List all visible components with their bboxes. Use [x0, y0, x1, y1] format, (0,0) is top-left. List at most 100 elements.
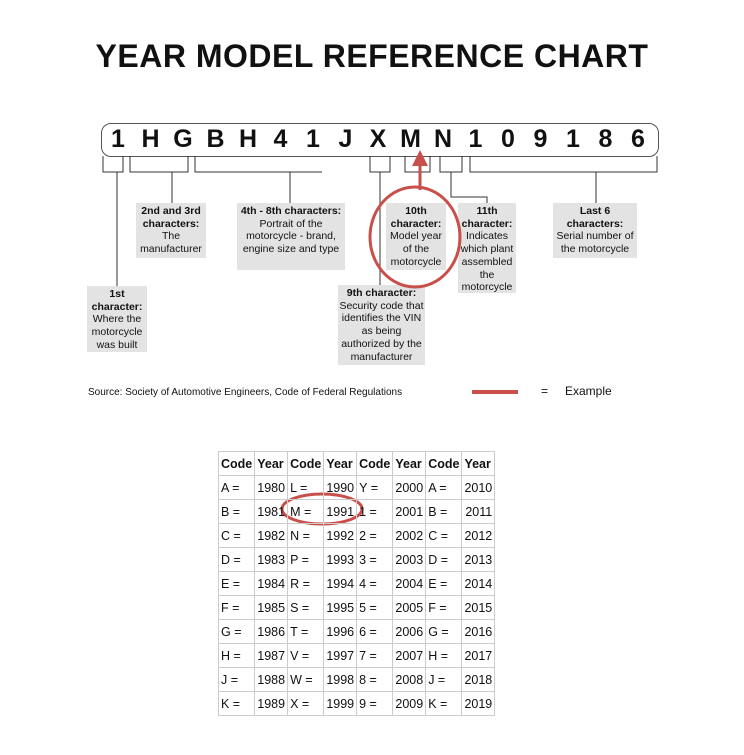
vin-char: B: [206, 125, 225, 153]
year-cell: 2007: [392, 643, 427, 668]
vin-char: 1: [566, 125, 580, 153]
code-cell: C =: [217, 523, 256, 548]
table-row: K = 1989 X = 1999 9 = 2009 K = 2019: [217, 691, 496, 716]
vin-char: 9: [533, 125, 548, 153]
vin-char: 8: [598, 125, 613, 153]
legend-example-label: Example: [565, 384, 612, 398]
column-header: Code: [287, 451, 325, 476]
year-cell: 1988: [254, 667, 289, 692]
table-row: C = 1982 N = 1992 2 = 2002 C = 2012: [217, 523, 496, 548]
table-row: E = 1984 R = 1994 4 = 2004 E = 2014: [217, 571, 496, 596]
year-cell: 2008: [392, 667, 427, 692]
code-cell: L =: [287, 475, 325, 500]
year-cell: 1995: [323, 595, 358, 620]
code-cell: F =: [425, 595, 463, 620]
column-header: Code: [217, 451, 256, 476]
year-cell: 1987: [254, 643, 289, 668]
year-cell: 2017: [461, 643, 496, 668]
vin-char: H: [141, 125, 160, 153]
year-cell: 1998: [323, 667, 358, 692]
year-cell: 1989: [254, 691, 289, 716]
code-cell: 4 =: [356, 571, 394, 596]
code-cell: D =: [425, 547, 463, 572]
year-cell: 2010: [461, 475, 496, 500]
code-cell: E =: [425, 571, 463, 596]
year-cell: 1986: [254, 619, 289, 644]
code-cell: 1 =: [356, 499, 394, 524]
code-cell: C =: [425, 523, 463, 548]
year-cell: 2004: [392, 571, 427, 596]
bracket-4th-8th: [194, 156, 322, 203]
code-cell: P =: [287, 547, 325, 572]
year-cell: 2016: [461, 619, 496, 644]
code-cell: F =: [217, 595, 256, 620]
code-cell: A =: [217, 475, 256, 500]
code-cell: W =: [287, 667, 325, 692]
vin-char: H: [238, 125, 258, 153]
year-cell: 2003: [392, 547, 427, 572]
label-11th: 11th character: Indicates which plant ass…: [458, 203, 516, 293]
year-cell: 2006: [392, 619, 427, 644]
table-row: H = 1987 V = 1997 7 = 2007 H = 2017: [217, 643, 496, 668]
code-cell: E =: [217, 571, 256, 596]
bracket-1st: [102, 156, 124, 286]
year-cell: 2001: [392, 499, 427, 524]
vin-char: 1: [468, 125, 483, 153]
code-cell: Y =: [356, 475, 394, 500]
year-code-table: Code Year Code Year Code Year Code Year A = 1980…: [217, 451, 496, 716]
code-cell: 5 =: [356, 595, 394, 620]
bracket-last-6: [469, 156, 658, 203]
code-cell: G =: [217, 619, 256, 644]
code-cell: B =: [217, 499, 256, 524]
bracket-2nd-3rd: [129, 156, 189, 203]
column-header: Code: [356, 451, 394, 476]
year-cell: 1999: [323, 691, 358, 716]
vin-char: M: [400, 125, 421, 153]
code-cell: G =: [425, 619, 463, 644]
year-cell: 2009: [392, 691, 427, 716]
table-row: F = 1985 S = 1995 5 = 2005 F = 2015: [217, 595, 496, 620]
year-cell: 2005: [392, 595, 427, 620]
column-header: Year: [254, 451, 289, 476]
year-cell: 2013: [461, 547, 496, 572]
column-header: Year: [323, 451, 358, 476]
bracket-10th: [404, 156, 431, 173]
year-cell: 1993: [323, 547, 358, 572]
legend-equals: =: [541, 384, 549, 398]
column-header: Year: [392, 451, 427, 476]
code-cell: J =: [425, 667, 463, 692]
code-cell: B =: [425, 499, 463, 524]
vin-char: N: [433, 125, 453, 153]
code-cell: H =: [425, 643, 463, 668]
column-header: Code: [425, 451, 463, 476]
year-cell: 2002: [392, 523, 427, 548]
vin-char: 1: [111, 125, 125, 153]
year-cell: 2015: [461, 595, 496, 620]
year-cell: 2011: [461, 499, 496, 524]
vin-char: J: [338, 125, 353, 153]
year-cell: 1980: [254, 475, 289, 500]
year-cell: 2018: [461, 667, 496, 692]
year-cell: 2000: [392, 475, 427, 500]
year-cell: 1985: [254, 595, 289, 620]
code-cell: 8 =: [356, 667, 394, 692]
year-cell: 1996: [323, 619, 358, 644]
vin-char: 0: [501, 125, 515, 153]
code-cell: 2 =: [356, 523, 394, 548]
vin-char: 1: [306, 125, 320, 153]
source-note: Source: Society of Automotive Engineers,…: [88, 387, 403, 398]
year-cell: 1997: [323, 643, 358, 668]
vin-char: 4: [273, 125, 288, 153]
page-title: YEAR MODEL REFERENCE CHART: [95, 38, 649, 74]
code-cell: M =: [287, 499, 325, 524]
vin-char: X: [369, 125, 387, 153]
year-cell: 1981: [254, 499, 289, 524]
vin-char: 6: [631, 125, 645, 153]
label-1st: 1st character: Where the motorcycle was b…: [87, 286, 147, 352]
year-cell: 1990: [323, 475, 358, 500]
code-cell: A =: [425, 475, 463, 500]
column-header: Year: [461, 451, 496, 476]
code-cell: 6 =: [356, 619, 394, 644]
year-cell: 2019: [461, 691, 496, 716]
